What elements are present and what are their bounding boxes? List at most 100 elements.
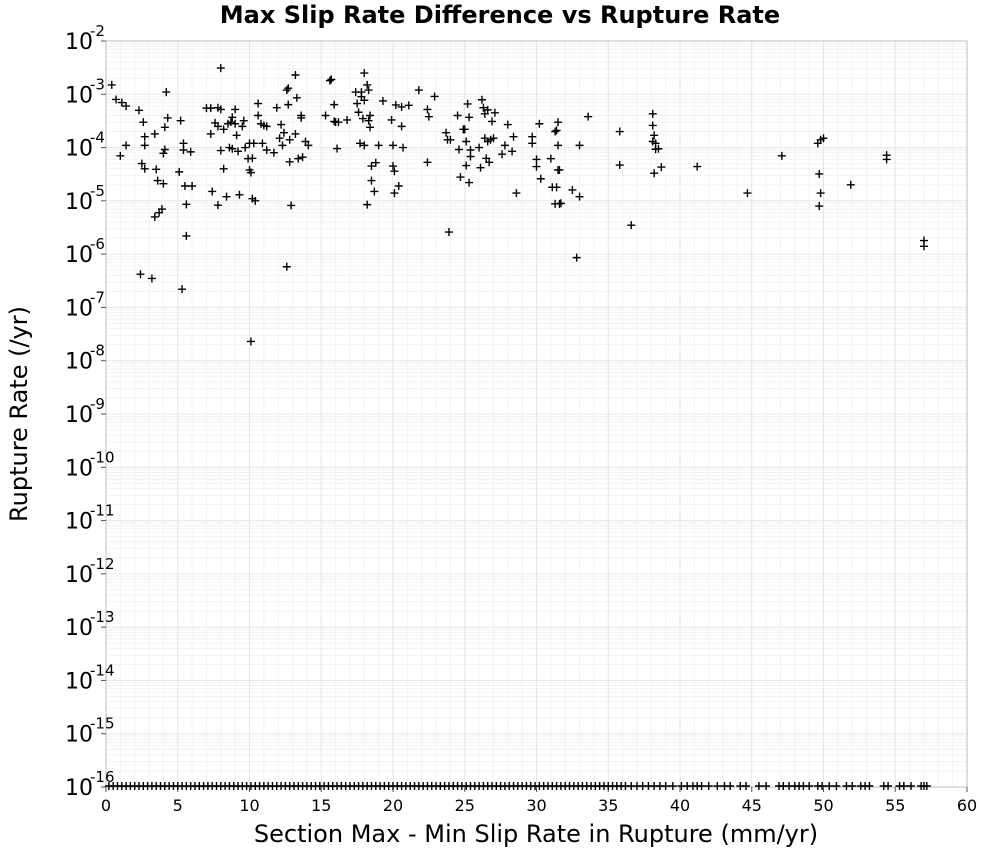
data-point: [285, 157, 294, 166]
data-point: [258, 139, 267, 148]
data-point: [535, 119, 544, 128]
data-point: [246, 337, 255, 346]
data-point: [430, 92, 439, 101]
y-tick-label: 10: [65, 243, 93, 268]
data-point: [140, 141, 149, 150]
data-point: [278, 141, 287, 150]
data-point: [222, 192, 231, 201]
data-point: [832, 782, 841, 790]
data-point: [743, 189, 752, 198]
x-tick-label: 20: [383, 796, 403, 815]
y-tick-exponent: -6: [90, 235, 105, 253]
y-tick-exponent: -9: [90, 395, 105, 413]
data-point: [182, 231, 191, 240]
data-point: [575, 192, 584, 201]
y-tick-exponent: -4: [90, 129, 105, 147]
data-point: [615, 127, 624, 136]
data-point: [213, 201, 222, 210]
data-point: [668, 782, 677, 790]
y-tick-exponent: -16: [90, 768, 115, 786]
data-point: [159, 149, 168, 158]
data-point: [325, 76, 334, 85]
data-point: [551, 127, 560, 136]
data-point: [477, 95, 486, 104]
data-point: [150, 212, 159, 221]
data-point: [343, 115, 352, 124]
data-point: [389, 162, 397, 171]
data-point: [178, 285, 187, 294]
y-tick-exponent: -12: [90, 555, 115, 573]
data-point: [251, 196, 260, 205]
data-point: [907, 782, 916, 790]
data-point: [815, 202, 824, 211]
data-point: [152, 165, 161, 174]
x-tick-label: 30: [526, 796, 546, 815]
data-point: [282, 262, 291, 271]
data-point: [140, 164, 149, 173]
data-point: [404, 101, 413, 110]
data-point: [137, 159, 146, 168]
data-point: [374, 141, 383, 150]
data-point: [360, 141, 369, 150]
x-tick-label: 55: [885, 796, 905, 815]
data-point: [777, 151, 786, 160]
data-point: [112, 95, 121, 104]
data-point: [532, 162, 541, 171]
data-point: [366, 111, 375, 120]
data-point: [726, 782, 735, 790]
data-point: [532, 155, 541, 164]
y-tick-exponent: -2: [90, 22, 105, 40]
data-point: [568, 185, 577, 194]
data-point: [423, 158, 432, 167]
data-point: [742, 782, 751, 790]
data-point: [262, 146, 271, 155]
data-point: [460, 125, 469, 134]
data-point: [150, 129, 159, 138]
data-point: [367, 162, 376, 171]
y-tick-label: 10: [65, 403, 93, 428]
y-axis-label: Rupture Rate (/yr): [5, 306, 33, 522]
data-point: [354, 108, 363, 117]
x-tick-label: 60: [957, 796, 977, 815]
data-point: [397, 102, 406, 111]
data-point: [239, 116, 248, 125]
y-tick-exponent: -5: [90, 182, 105, 200]
data-point: [444, 228, 453, 237]
data-point: [355, 139, 364, 148]
data-point: [284, 84, 293, 93]
data-point: [254, 99, 263, 108]
data-point: [163, 113, 172, 122]
data-point: [462, 161, 471, 170]
data-point: [182, 200, 191, 209]
chart-title: Max Slip Rate Difference vs Rupture Rate: [220, 1, 780, 29]
data-point: [272, 103, 281, 112]
data-point: [330, 100, 339, 109]
x-tick-label: 5: [173, 796, 183, 815]
data-point: [176, 116, 185, 125]
data-point: [232, 131, 241, 140]
data-point: [498, 150, 507, 159]
data-point: [922, 782, 931, 790]
data-point: [213, 122, 222, 131]
data-point: [648, 121, 657, 130]
data-point: [364, 116, 373, 125]
data-point: [360, 69, 369, 78]
data-point: [228, 144, 237, 153]
x-tick-label: 40: [670, 796, 690, 815]
data-point: [297, 113, 306, 122]
data-point: [882, 155, 891, 164]
y-axis-ticks: 10-1610-1510-1410-1310-1210-1110-1010-91…: [65, 22, 115, 801]
data-point: [899, 782, 908, 790]
data-point: [650, 169, 659, 178]
data-point: [394, 182, 403, 191]
x-tick-label: 45: [742, 796, 762, 815]
data-point: [248, 154, 257, 163]
data-point: [805, 782, 814, 790]
data-point: [122, 141, 131, 150]
data-point: [188, 182, 197, 191]
data-point: [179, 146, 188, 155]
data-point: [713, 782, 722, 790]
data-point: [330, 117, 339, 126]
data-point: [554, 118, 563, 127]
data-point: [241, 143, 250, 152]
